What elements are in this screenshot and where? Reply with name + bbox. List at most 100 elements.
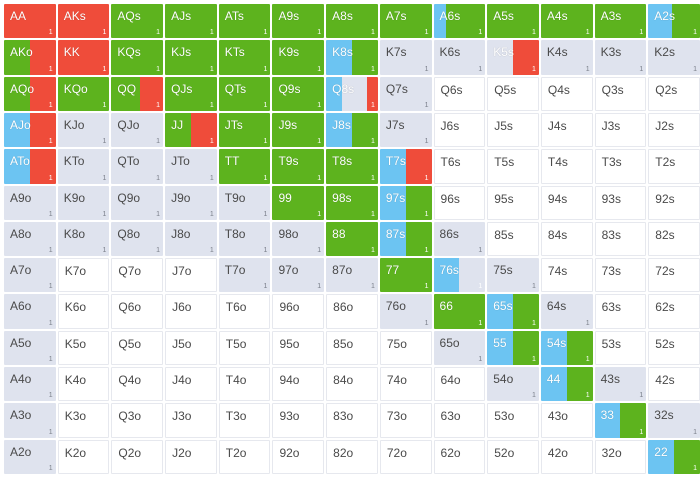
hand-cell[interactable]: AKo 1 (4, 40, 56, 75)
hand-cell[interactable]: J2o (165, 439, 217, 474)
hand-cell[interactable]: 33 1 (594, 403, 647, 438)
hand-cell[interactable]: 64s 1 (540, 294, 593, 329)
hand-cell[interactable]: K2s 1 (648, 40, 700, 75)
hand-cell[interactable]: 76o 1 (379, 294, 432, 329)
hand-cell[interactable]: 86s 1 (433, 221, 486, 257)
hand-cell[interactable]: Q8o 1 (111, 221, 164, 257)
hand-cell[interactable]: J3s (594, 112, 647, 148)
hand-cell[interactable]: Q5s (487, 76, 539, 111)
hand-cell[interactable]: T6o (218, 294, 271, 329)
hand-cell[interactable]: T9s 1 (272, 149, 325, 184)
hand-cell[interactable]: 97o 1 (272, 258, 325, 293)
hand-cell[interactable]: 96s (433, 185, 486, 220)
hand-cell[interactable]: T3o (218, 403, 271, 438)
hand-cell[interactable]: 87s 1 (379, 221, 432, 257)
hand-cell[interactable]: 75s 1 (487, 258, 539, 293)
hand-cell[interactable]: K5s 1 (487, 40, 539, 75)
hand-cell[interactable]: AA 1 (4, 4, 56, 39)
hand-cell[interactable]: A8o 1 (4, 221, 56, 257)
hand-cell[interactable]: K6s 1 (433, 40, 486, 75)
hand-cell[interactable]: T5o (218, 330, 271, 366)
hand-cell[interactable]: A2s 1 (648, 4, 700, 39)
hand-cell[interactable]: 75o (379, 330, 432, 366)
hand-cell[interactable]: Q4s (540, 76, 593, 111)
hand-cell[interactable]: 82o (326, 439, 378, 474)
hand-cell[interactable]: ATo 1 (4, 149, 56, 184)
hand-cell[interactable]: 95o (272, 330, 325, 366)
hand-cell[interactable]: AQo 1 (4, 76, 56, 111)
hand-cell[interactable]: A6o 1 (4, 294, 56, 329)
hand-cell[interactable]: 63o (433, 403, 486, 438)
hand-cell[interactable]: 72o (379, 439, 432, 474)
hand-cell[interactable]: A6s 1 (433, 4, 486, 39)
hand-cell[interactable]: T4o (218, 367, 271, 402)
hand-cell[interactable]: K7o (57, 258, 110, 293)
hand-cell[interactable]: K9s 1 (272, 40, 325, 75)
hand-cell[interactable]: QJs 1 (165, 76, 217, 111)
hand-cell[interactable]: Q2s (648, 76, 700, 111)
hand-cell[interactable]: A2o 1 (4, 439, 56, 474)
hand-cell[interactable]: J8s 1 (326, 112, 378, 148)
hand-cell[interactable]: A3s 1 (594, 4, 647, 39)
hand-cell[interactable]: JTs 1 (218, 112, 271, 148)
hand-cell[interactable]: 74s (540, 258, 593, 293)
hand-cell[interactable]: 74o (379, 367, 432, 402)
hand-cell[interactable]: T8s 1 (326, 149, 378, 184)
hand-cell[interactable]: K8s 1 (326, 40, 378, 75)
hand-cell[interactable]: 76s 1 (433, 258, 486, 293)
hand-cell[interactable]: T6s (433, 149, 486, 184)
hand-cell[interactable]: K8o 1 (57, 221, 110, 257)
hand-cell[interactable]: T7o 1 (218, 258, 271, 293)
hand-cell[interactable]: 98s 1 (326, 185, 378, 220)
hand-cell[interactable]: 99 1 (272, 185, 325, 220)
hand-cell[interactable]: 54o 1 (487, 367, 539, 402)
hand-cell[interactable]: JTo 1 (165, 149, 217, 184)
hand-cell[interactable]: Q9s 1 (272, 76, 325, 111)
hand-cell[interactable]: J6o (165, 294, 217, 329)
hand-cell[interactable]: J3o (165, 403, 217, 438)
hand-cell[interactable]: K2o (57, 439, 110, 474)
hand-cell[interactable]: AJo 1 (4, 112, 56, 148)
hand-cell[interactable]: Q6o (111, 294, 164, 329)
hand-cell[interactable]: K3o (57, 403, 110, 438)
hand-cell[interactable]: T2s (648, 149, 700, 184)
hand-cell[interactable]: K9o 1 (57, 185, 110, 220)
hand-cell[interactable]: 64o (433, 367, 486, 402)
hand-cell[interactable]: 62s (648, 294, 700, 329)
hand-cell[interactable]: Q8s 1 (326, 76, 378, 111)
hand-cell[interactable]: K4s 1 (540, 40, 593, 75)
hand-cell[interactable]: 77 1 (379, 258, 432, 293)
hand-cell[interactable]: QQ 1 (111, 76, 164, 111)
hand-cell[interactable]: 84o (326, 367, 378, 402)
hand-cell[interactable]: A4s 1 (540, 4, 593, 39)
hand-cell[interactable]: A7o 1 (4, 258, 56, 293)
hand-cell[interactable]: T8o 1 (218, 221, 271, 257)
hand-cell[interactable]: 42s (648, 367, 700, 402)
hand-cell[interactable]: AQs 1 (111, 4, 164, 39)
hand-cell[interactable]: 83s (594, 221, 647, 257)
hand-cell[interactable]: QTs 1 (218, 76, 271, 111)
hand-cell[interactable]: 92o (272, 439, 325, 474)
hand-cell[interactable]: KTs 1 (218, 40, 271, 75)
hand-cell[interactable]: 42o (540, 439, 593, 474)
hand-cell[interactable]: 85s (487, 221, 539, 257)
hand-cell[interactable]: J2s (648, 112, 700, 148)
hand-cell[interactable]: 65s 1 (487, 294, 539, 329)
hand-cell[interactable]: T3s (594, 149, 647, 184)
hand-cell[interactable]: 63s (594, 294, 647, 329)
hand-cell[interactable]: J5o (165, 330, 217, 366)
hand-cell[interactable]: Q2o (111, 439, 164, 474)
hand-cell[interactable]: 82s (648, 221, 700, 257)
hand-cell[interactable]: K5o (57, 330, 110, 366)
hand-cell[interactable]: 83o (326, 403, 378, 438)
hand-cell[interactable]: ATs 1 (218, 4, 271, 39)
hand-cell[interactable]: 84s (540, 221, 593, 257)
hand-cell[interactable]: A5s 1 (487, 4, 539, 39)
hand-cell[interactable]: T5s (487, 149, 539, 184)
hand-cell[interactable]: Q9o 1 (111, 185, 164, 220)
hand-cell[interactable]: 96o (272, 294, 325, 329)
hand-cell[interactable]: 86o (326, 294, 378, 329)
hand-cell[interactable]: Q5o (111, 330, 164, 366)
hand-cell[interactable]: 93s (594, 185, 647, 220)
hand-cell[interactable]: KQs 1 (111, 40, 164, 75)
